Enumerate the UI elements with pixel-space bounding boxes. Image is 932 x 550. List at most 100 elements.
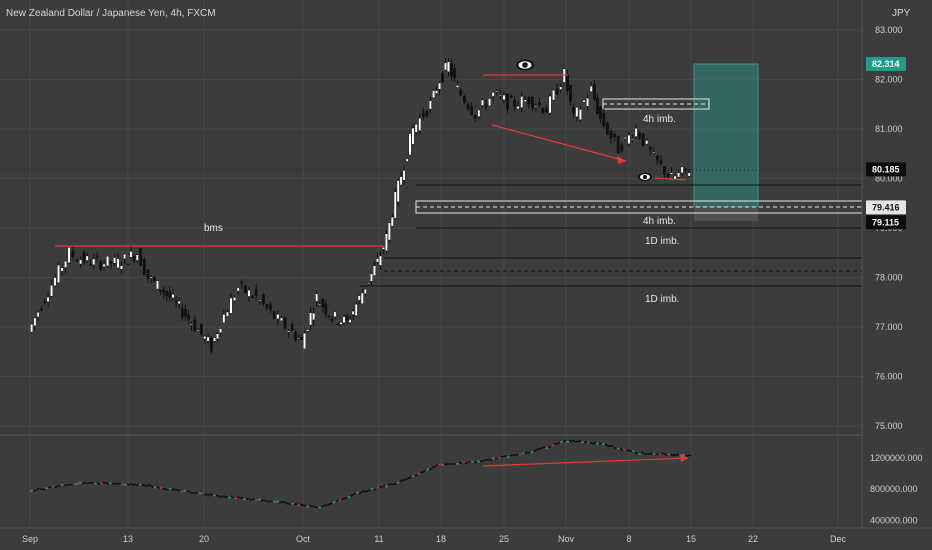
indicator-segment	[422, 469, 427, 473]
indicator-segment	[503, 454, 507, 458]
candle	[330, 319, 334, 321]
candle	[213, 337, 216, 342]
candle	[116, 258, 120, 269]
candle	[200, 323, 203, 335]
time-axis[interactable]: Sep 13 20 Oct 11 18 25 Nov 8 15 22 Dec	[22, 534, 847, 544]
candle	[193, 319, 197, 332]
indicator-segment	[399, 478, 404, 483]
price-tick-label: 75.000	[875, 421, 903, 431]
candle	[345, 315, 349, 320]
candle	[435, 90, 438, 94]
candle	[165, 291, 169, 296]
candle	[333, 311, 337, 317]
indicator-segment	[84, 482, 89, 485]
indicator-segment	[263, 499, 268, 503]
candle	[627, 135, 631, 144]
candle	[393, 191, 397, 219]
candle	[513, 100, 517, 107]
candle	[95, 256, 99, 258]
candle	[309, 312, 312, 326]
price-tag	[866, 162, 906, 177]
indicator-segment	[482, 458, 487, 462]
indicator-segment	[379, 485, 383, 489]
indicator-segment	[405, 477, 409, 481]
indicator-tick-label: 400000.000	[870, 515, 918, 525]
candle	[180, 308, 184, 318]
indicator-segment	[355, 491, 360, 494]
candle	[129, 251, 133, 258]
indicator-segment	[312, 505, 316, 508]
indicator-segment	[287, 502, 292, 506]
indicator-segment	[269, 500, 274, 503]
candle	[477, 109, 481, 117]
indicator-segment	[126, 483, 131, 486]
candle	[687, 172, 691, 177]
candle	[527, 96, 531, 105]
indicator-segment	[414, 474, 418, 477]
indicator-segment	[320, 505, 325, 508]
indicator-segment	[120, 483, 125, 486]
candle	[123, 254, 126, 259]
indicator-segment	[440, 463, 445, 466]
indicator-segment	[105, 482, 110, 485]
candle	[670, 172, 673, 175]
indicator-segment	[90, 481, 95, 485]
indicator-segment	[302, 504, 307, 507]
indicator-segment	[305, 505, 310, 508]
candle	[655, 155, 659, 161]
candle	[450, 63, 453, 76]
candle	[327, 315, 331, 318]
candle	[53, 277, 57, 286]
candle	[318, 303, 322, 306]
candle	[168, 292, 172, 298]
indicator-segment	[506, 455, 511, 459]
candle	[139, 248, 143, 267]
eye-icon[interactable]	[516, 59, 534, 71]
candle	[666, 174, 670, 177]
indicator-axis[interactable]: 1200000.000 800000.000 400000.000	[870, 453, 923, 525]
trendlines	[55, 74, 687, 247]
candle	[312, 312, 316, 320]
candle	[382, 247, 385, 250]
stop-loss-zone[interactable]	[694, 207, 758, 221]
indicator-segment	[589, 441, 594, 445]
candlestick-series	[30, 58, 691, 354]
indicator-segment	[488, 458, 493, 461]
candle	[183, 309, 187, 317]
indicator-segment	[353, 492, 357, 495]
price-tag	[866, 200, 906, 215]
candle	[156, 280, 159, 290]
indicator-segment	[272, 500, 277, 504]
candle	[196, 329, 200, 332]
candle	[652, 151, 656, 154]
indicator-segment	[556, 441, 561, 446]
candle	[348, 319, 352, 323]
indicator-segment	[138, 483, 143, 486]
candle	[520, 96, 524, 108]
candle	[294, 332, 297, 341]
candle	[593, 84, 596, 100]
candle	[663, 166, 666, 175]
candle	[113, 257, 116, 264]
indicator-segment	[530, 450, 535, 455]
candle	[262, 294, 265, 304]
candle	[287, 330, 290, 333]
indicator-segment	[625, 449, 630, 452]
indicator-segment	[616, 447, 621, 450]
indicator-segment	[230, 495, 235, 499]
price-tag	[866, 56, 906, 71]
candle	[64, 260, 67, 268]
eye-icon[interactable]	[638, 172, 652, 182]
indicator-segment	[628, 449, 633, 453]
take-profit-zone[interactable]	[693, 63, 759, 208]
indicator-segment	[681, 453, 686, 457]
candle	[453, 68, 456, 78]
candle	[283, 317, 287, 329]
candle	[126, 263, 130, 266]
candle	[297, 338, 300, 340]
indicator-segment	[631, 450, 636, 453]
time-tick-label: 25	[499, 534, 509, 544]
candle	[463, 96, 466, 103]
indicator-segment	[646, 452, 650, 456]
